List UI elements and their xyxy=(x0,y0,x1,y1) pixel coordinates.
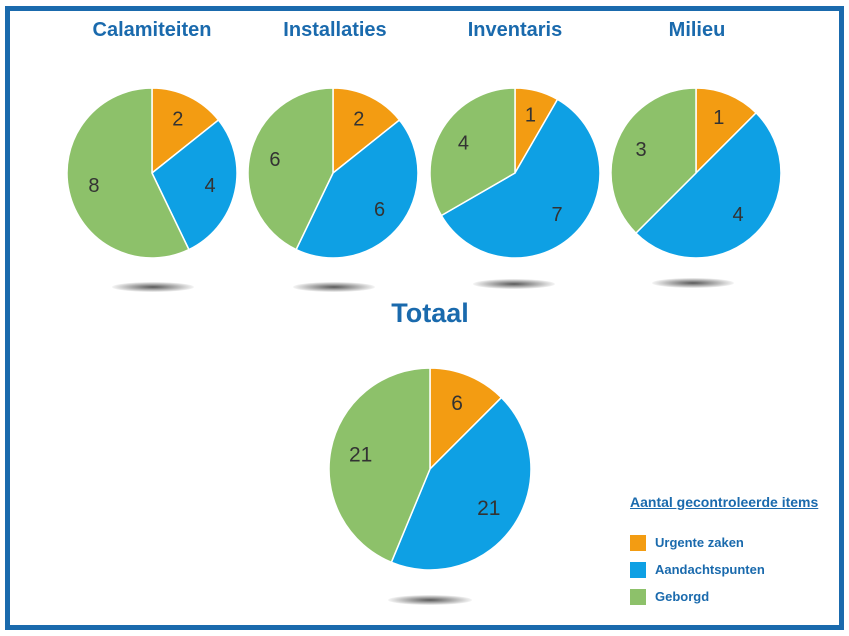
pie-title-installaties: Installaties xyxy=(283,19,387,41)
pie-title-inventaris: Inventaris xyxy=(467,19,563,41)
pie-title-totaal: Totaal xyxy=(391,298,469,328)
pie-chart-milieu: 1 4 3 xyxy=(610,87,782,259)
legend-title: Aantal gecontroleerde items xyxy=(630,494,819,510)
legend-label: Aandachtspunten xyxy=(655,562,765,577)
legend-swatch-urgent xyxy=(630,534,646,551)
legend-swatch-attention xyxy=(630,561,646,578)
pie-slice-secured xyxy=(328,367,431,564)
pie-data-label: 3 xyxy=(635,139,646,161)
pie-data-label: 7 xyxy=(552,204,563,226)
legend-swatch-secured xyxy=(630,588,646,605)
pie-slice-secured xyxy=(247,87,334,251)
pie-data-label: 2 xyxy=(353,108,364,130)
pie-slice-urgent xyxy=(332,87,401,175)
pie-data-label: 1 xyxy=(525,105,536,127)
pie-data-label: 8 xyxy=(88,175,99,197)
pie-slice-attention xyxy=(440,98,601,259)
pie-shadow xyxy=(652,278,734,288)
pie-data-label: 6 xyxy=(451,392,463,415)
pie-slice-secured xyxy=(429,87,516,217)
pie-data-label: 4 xyxy=(458,132,469,154)
pie-data-label: 4 xyxy=(204,175,215,197)
pie-slice-secured xyxy=(66,87,190,259)
pie-data-label: 4 xyxy=(733,204,744,226)
pie-slice-urgent xyxy=(151,87,220,175)
pie-data-label: 6 xyxy=(269,149,280,171)
pie-shadow xyxy=(473,279,555,289)
pie-slice-urgent xyxy=(695,87,758,175)
legend: Aantal gecontroleerde items Urgente zake… xyxy=(630,494,835,610)
legend-item: Urgente zaken xyxy=(630,529,835,556)
pie-slice-attention xyxy=(634,111,782,259)
pie-shadow xyxy=(388,595,472,605)
pie-shadow xyxy=(293,282,375,292)
legend-item: Aandachtspunten xyxy=(630,556,835,583)
pie-data-label: 21 xyxy=(349,444,372,467)
pie-data-label: 2 xyxy=(172,108,183,130)
legend-label: Urgente zaken xyxy=(655,535,744,550)
legend-label: Geborgd xyxy=(655,589,710,604)
legend-item: Geborgd xyxy=(630,583,835,610)
pie-chart-calamiteiten: 2 4 8 xyxy=(66,87,238,259)
pie-title-calamiteiten: Calamiteiten xyxy=(92,19,212,41)
pie-data-label: 21 xyxy=(477,497,500,520)
pie-data-label: 6 xyxy=(374,199,385,221)
pie-shadow xyxy=(112,282,194,292)
pie-chart-inventaris: 1 7 4 xyxy=(429,87,601,259)
pie-slice-urgent xyxy=(429,367,503,471)
pie-chart-installaties: 2 6 6 xyxy=(247,87,419,259)
pie-slice-attention xyxy=(151,118,238,251)
pie-title-milieu: Milieu xyxy=(668,19,726,41)
pie-data-label: 1 xyxy=(713,107,724,129)
pie-slice-attention xyxy=(390,396,532,571)
pie-chart-totaal: 6 21 21 xyxy=(328,367,532,571)
pie-slice-attention xyxy=(295,118,419,259)
pie-slice-secured xyxy=(610,87,697,235)
